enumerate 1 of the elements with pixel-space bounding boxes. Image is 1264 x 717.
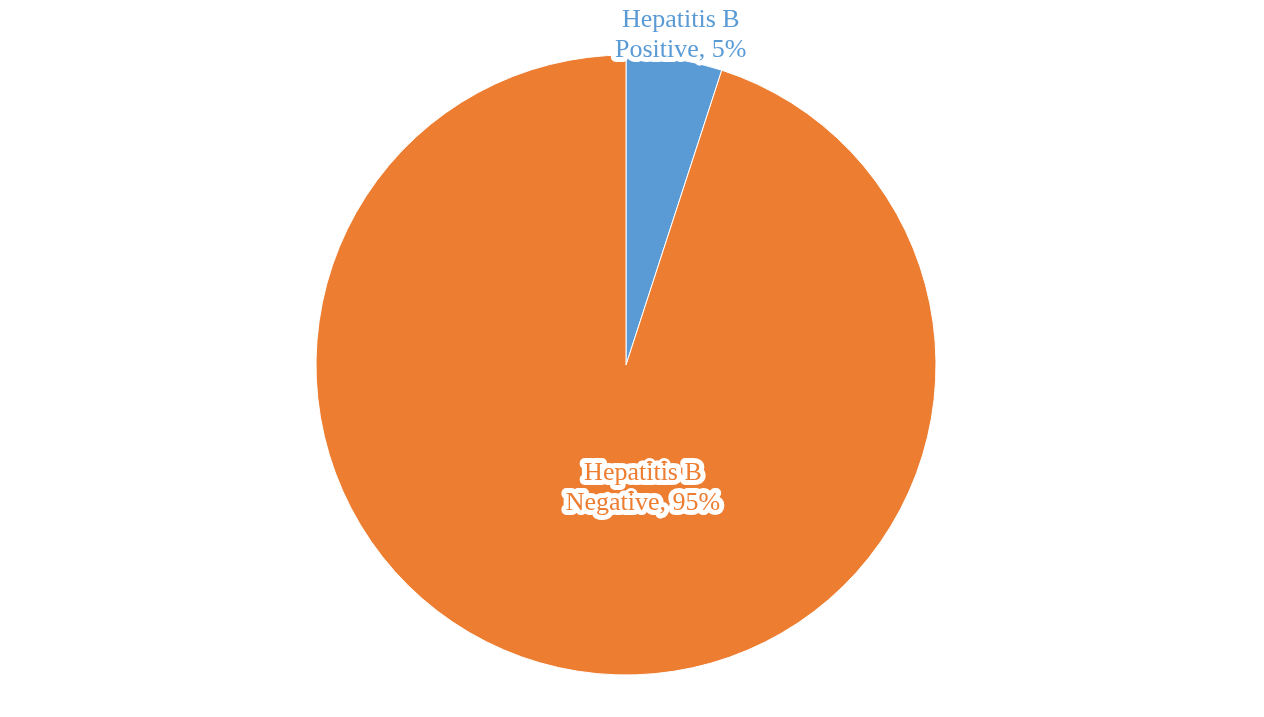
slice-label: Hepatitis B Positive, 5% [615, 4, 747, 64]
